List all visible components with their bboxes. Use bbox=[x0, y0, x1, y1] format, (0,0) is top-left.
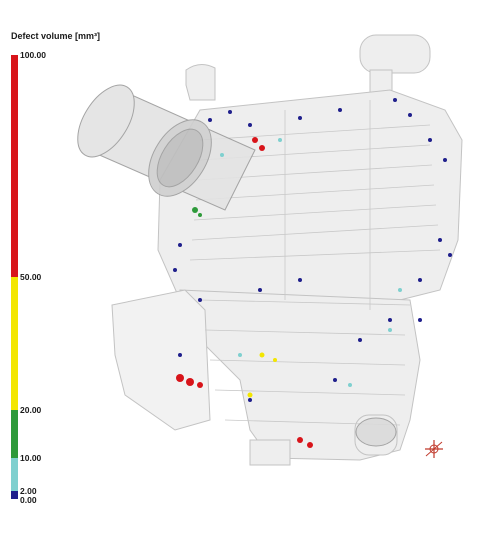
axis-triad-icon[interactable] bbox=[423, 438, 445, 460]
scale-green bbox=[11, 410, 18, 458]
scale-yellow bbox=[11, 277, 18, 410]
legend-title: Defect volume [mm³] bbox=[11, 31, 101, 41]
defect-markers bbox=[173, 98, 452, 448]
tick-label: 20.00 bbox=[20, 405, 42, 415]
tick-label: 2.00 bbox=[20, 486, 37, 496]
part-housing bbox=[111, 34, 463, 466]
tick-label: 100.00 bbox=[20, 50, 46, 60]
scale-red bbox=[11, 55, 18, 277]
tick-label: 10.00 bbox=[20, 453, 42, 463]
inlet-pipe bbox=[77, 84, 397, 447]
ct-scan-viewport[interactable] bbox=[70, 20, 483, 536]
tick-label: 0.00 bbox=[20, 495, 37, 505]
scale-blue bbox=[11, 491, 18, 499]
tick-label: 50.00 bbox=[20, 272, 42, 282]
color-scale-bar bbox=[11, 55, 18, 499]
scale-cyan bbox=[11, 458, 18, 491]
